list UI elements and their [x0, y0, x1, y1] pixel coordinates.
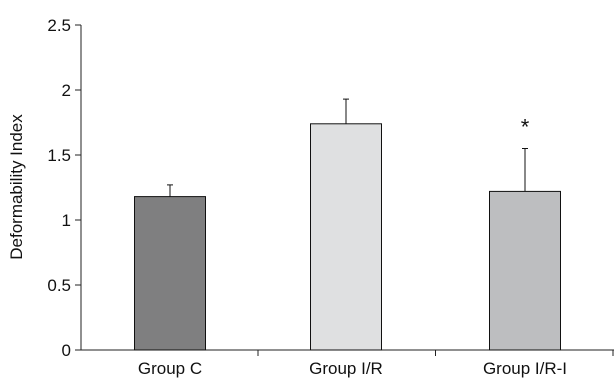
y-tick-label: 2.5 — [47, 16, 71, 35]
y-tick-label: 1 — [62, 211, 71, 230]
y-tick-label: 0 — [62, 341, 71, 360]
y-tick-label: 0.5 — [47, 276, 71, 295]
category-labels: Group C Group I/R Group I/R-I — [138, 359, 567, 378]
y-axis-label: Deformability Index — [7, 114, 26, 260]
bar-2 — [310, 123, 382, 351]
bar-3 — [489, 190, 561, 351]
category-label: Group I/R-I — [483, 359, 567, 378]
category-label: Group I/R — [309, 359, 383, 378]
y-tick-label: 2 — [62, 81, 71, 100]
bars: * — [134, 98, 561, 351]
significance-asterisk: * — [521, 115, 530, 140]
y-tick-label: 1.5 — [47, 146, 71, 165]
category-label: Group C — [138, 359, 202, 378]
y-ticks: 0 0.5 1 1.5 2 2.5 — [47, 16, 614, 360]
bar-1 — [134, 196, 206, 351]
